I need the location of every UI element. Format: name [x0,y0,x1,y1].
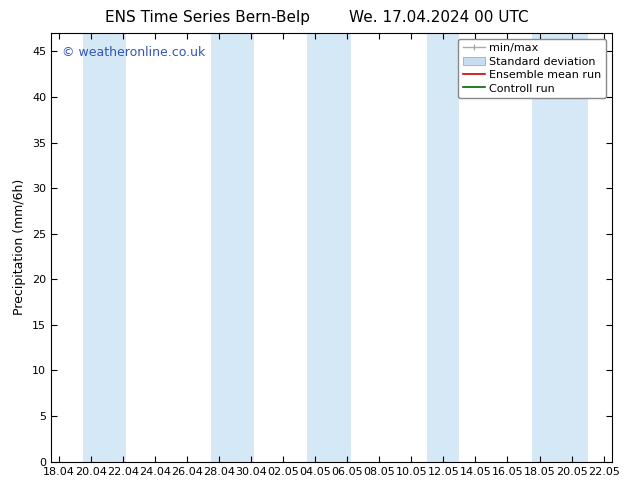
Bar [427,33,460,462]
Text: ENS Time Series Bern-Belp        We. 17.04.2024 00 UTC: ENS Time Series Bern-Belp We. 17.04.2024… [105,10,529,25]
Y-axis label: Precipitation (mm/6h): Precipitation (mm/6h) [13,179,27,316]
Bar [83,33,126,462]
Bar [307,33,351,462]
Legend: min/max, Standard deviation, Ensemble mean run, Controll run: min/max, Standard deviation, Ensemble me… [458,39,606,98]
Bar [531,33,588,462]
Text: © weatheronline.co.uk: © weatheronline.co.uk [62,46,205,59]
Bar [211,33,254,462]
